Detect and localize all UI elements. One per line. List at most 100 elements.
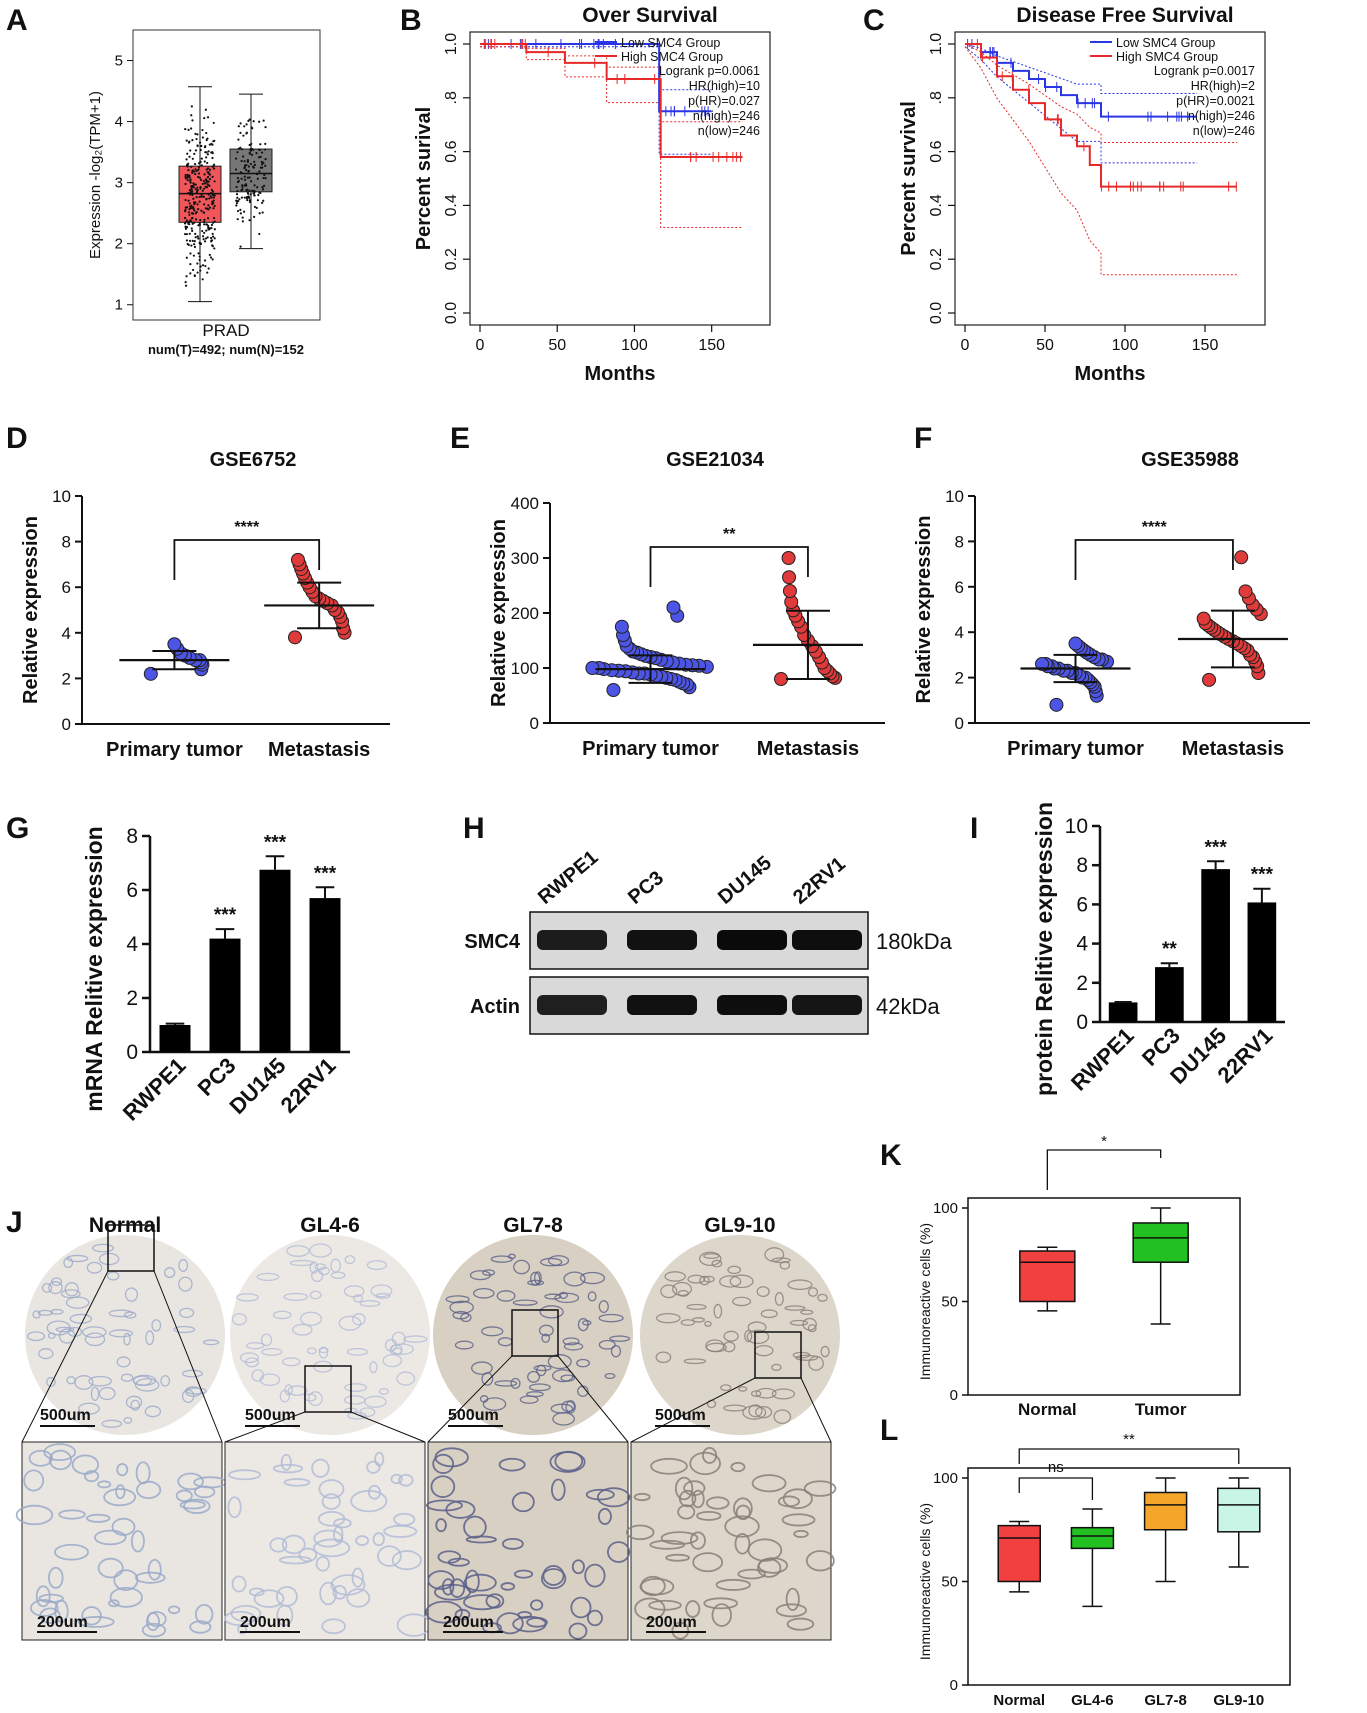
data-point [195,137,198,141]
data-point [187,141,191,144]
tissue-texture [547,1255,570,1267]
tissue-texture [123,1311,137,1319]
tissue-texture [41,1282,53,1293]
zoom-texture [785,1587,800,1611]
panel-D: GSE6752 0 2 4 6 8 10 Relative expression Primary… [20,449,390,761]
data-point [264,148,267,151]
data-point [211,194,214,197]
data-point [190,185,193,188]
tissue-texture [755,1387,777,1399]
data-point [250,153,254,156]
data-point [262,119,265,122]
data-point [191,190,194,193]
data-point [143,666,158,681]
zoom-box [107,1224,155,1272]
data-point [236,218,239,221]
zoom-texture [272,1463,304,1474]
box-gl7-8 [1143,1491,1188,1531]
zoom-texture [177,1472,204,1491]
tissue-texture [482,1397,507,1411]
data-point [243,196,246,199]
panel-B: Over Survival 0 50 100 150 0.0 0.2 0.4 0.6 .8 1.0 M… [413,4,771,385]
data-point [255,152,258,155]
data-point [247,196,251,199]
tissue-texture [507,1253,516,1260]
tissue-texture [108,1329,133,1338]
zoom-texture [465,1535,497,1544]
panel-letter-J: J [6,1206,23,1239]
tissue-texture [494,1380,518,1387]
zoom-connector [21,1270,109,1443]
data-point [211,165,214,168]
data-point [237,179,240,183]
data-point [188,193,192,196]
data-point [190,188,193,191]
data-point [194,232,197,235]
data-point [1238,584,1253,599]
data-point [187,221,190,225]
data-point [211,244,214,247]
data-point [199,187,202,190]
zoom-image [427,1441,629,1641]
data-point [249,162,252,166]
data-point [190,227,193,230]
data-point [186,179,189,182]
data-point [201,128,204,132]
tissue-texture [101,1419,123,1428]
data-point [246,198,249,202]
zoom-texture [685,1600,701,1618]
zoom-texture [321,1618,346,1635]
stat-line: n(high)=246 [693,109,760,123]
zoom-texture [58,1509,86,1520]
y-tick-label: 100 [933,1200,958,1217]
sig-label: *** [1251,865,1274,886]
tissue-texture [346,1347,368,1356]
data-point [200,209,203,212]
data-point [1234,550,1249,565]
data-point [193,203,196,206]
zoom-texture [463,1573,497,1592]
data-point [239,208,242,211]
tissue-texture [579,1271,606,1285]
y-axis-label: Percent surival [413,107,435,250]
zoom-texture [596,1487,631,1508]
panel-letter-G: G [6,812,29,845]
tissue-texture [390,1343,414,1355]
data-point [205,197,208,200]
zoom-texture [97,1557,124,1579]
data-point [212,216,216,220]
data-point [242,210,246,213]
tissue-texture [64,1282,79,1297]
tissue-texture [396,1371,416,1386]
data-point [188,207,191,211]
data-point [257,148,261,151]
zoom-texture [542,1565,565,1586]
data-point [256,177,259,180]
data-point [207,204,210,207]
bar-22rv1 [309,898,341,1052]
zoom-texture [648,1599,682,1611]
zoom-texture [715,1578,751,1591]
bar-rwpe1 [1108,1002,1138,1022]
protein-label: Actin [470,996,520,1018]
zoom-texture [109,1586,143,1608]
tissue-texture [259,1373,281,1387]
tissue-core [230,1235,430,1435]
tissue-texture [279,1389,291,1403]
data-point [260,160,263,164]
zoom-texture [585,1488,615,1501]
data-point [191,222,194,225]
tissue-texture [683,1358,707,1365]
y-tick-label: 2 [1076,972,1088,995]
stat-line: Logrank p=0.0061 [659,64,760,78]
data-point [204,145,207,148]
zoom-texture [15,1504,54,1526]
sig-bracket-all [1018,1448,1240,1464]
data-point [243,164,247,167]
band [792,930,862,950]
tissue-texture [306,1347,317,1355]
tissue-texture [283,1292,309,1301]
bar-22rv1 [1247,902,1277,1022]
zoom-connector [557,1355,629,1443]
data-point [198,176,201,179]
